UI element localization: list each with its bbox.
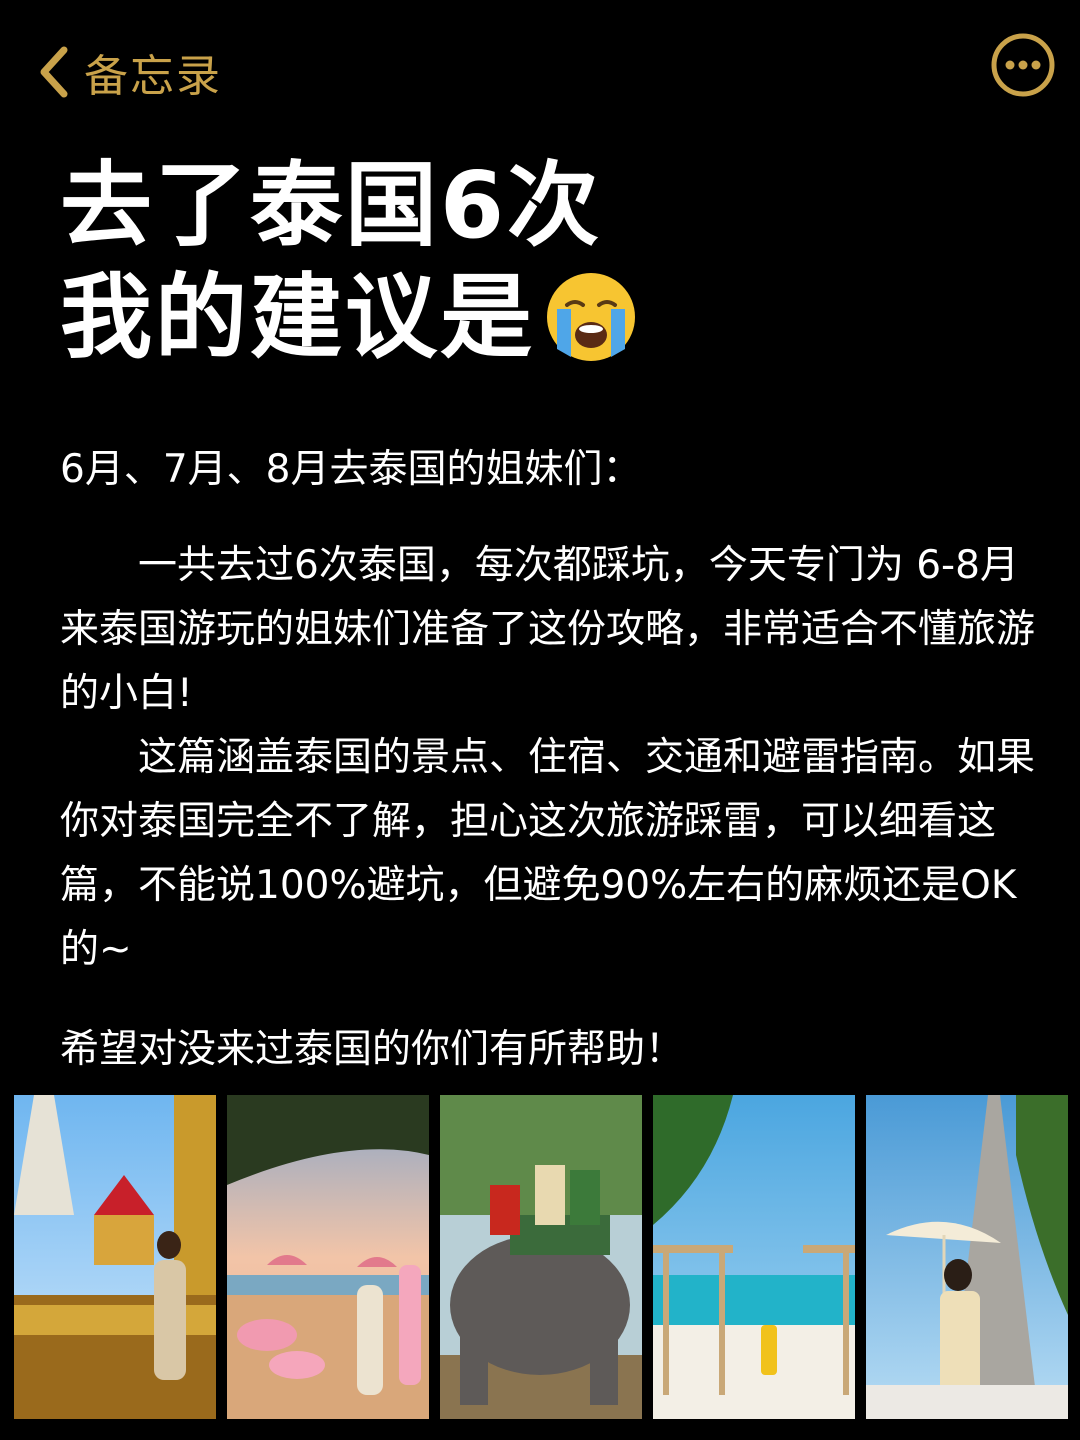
more-horizontal-circle-icon [990, 32, 1056, 98]
body-paragraphs: 一共去过6次泰国，每次都踩坑，今天专门为 6-8月来泰国游玩的姐妹们准备了这份攻… [60, 534, 1040, 982]
back-label: 备忘录 [84, 51, 222, 102]
note-title: 去了泰国6次 我的建议是 [60, 150, 1040, 374]
elephant-ride-photo[interactable] [440, 1095, 642, 1419]
crying-face-emoji-icon [543, 269, 639, 365]
photo-strip [14, 1095, 1068, 1419]
title-line-1: 去了泰国6次 [60, 152, 603, 259]
back-button[interactable]: 备忘录 [36, 40, 222, 104]
greeting-text: 6月、7月、8月去泰国的姐妹们： [60, 447, 642, 492]
paragraph-2: 这篇涵盖泰国的景点、住宿、交通和避雷指南。如果你对泰国完全不了解，担心这次旅游踩… [60, 735, 1036, 972]
beach-bar-photo[interactable] [227, 1095, 429, 1419]
closing-text: 希望对没来过泰国的你们有所帮助！ [60, 1027, 685, 1072]
more-options-button[interactable] [990, 32, 1056, 98]
grand-palace-photo[interactable] [14, 1095, 216, 1419]
wat-arun-photo[interactable] [866, 1095, 1068, 1419]
title-line-2-text: 我的建议是 [60, 264, 536, 371]
paragraph-1: 一共去过6次泰国，每次都踩坑，今天专门为 6-8月来泰国游玩的姐妹们准备了这份攻… [60, 543, 1036, 716]
chevron-left-icon [36, 44, 70, 100]
title-line-2: 我的建议是 [60, 262, 1040, 374]
top-bar: 备忘录 [0, 0, 1080, 140]
beach-cabana-photo[interactable] [653, 1095, 855, 1419]
